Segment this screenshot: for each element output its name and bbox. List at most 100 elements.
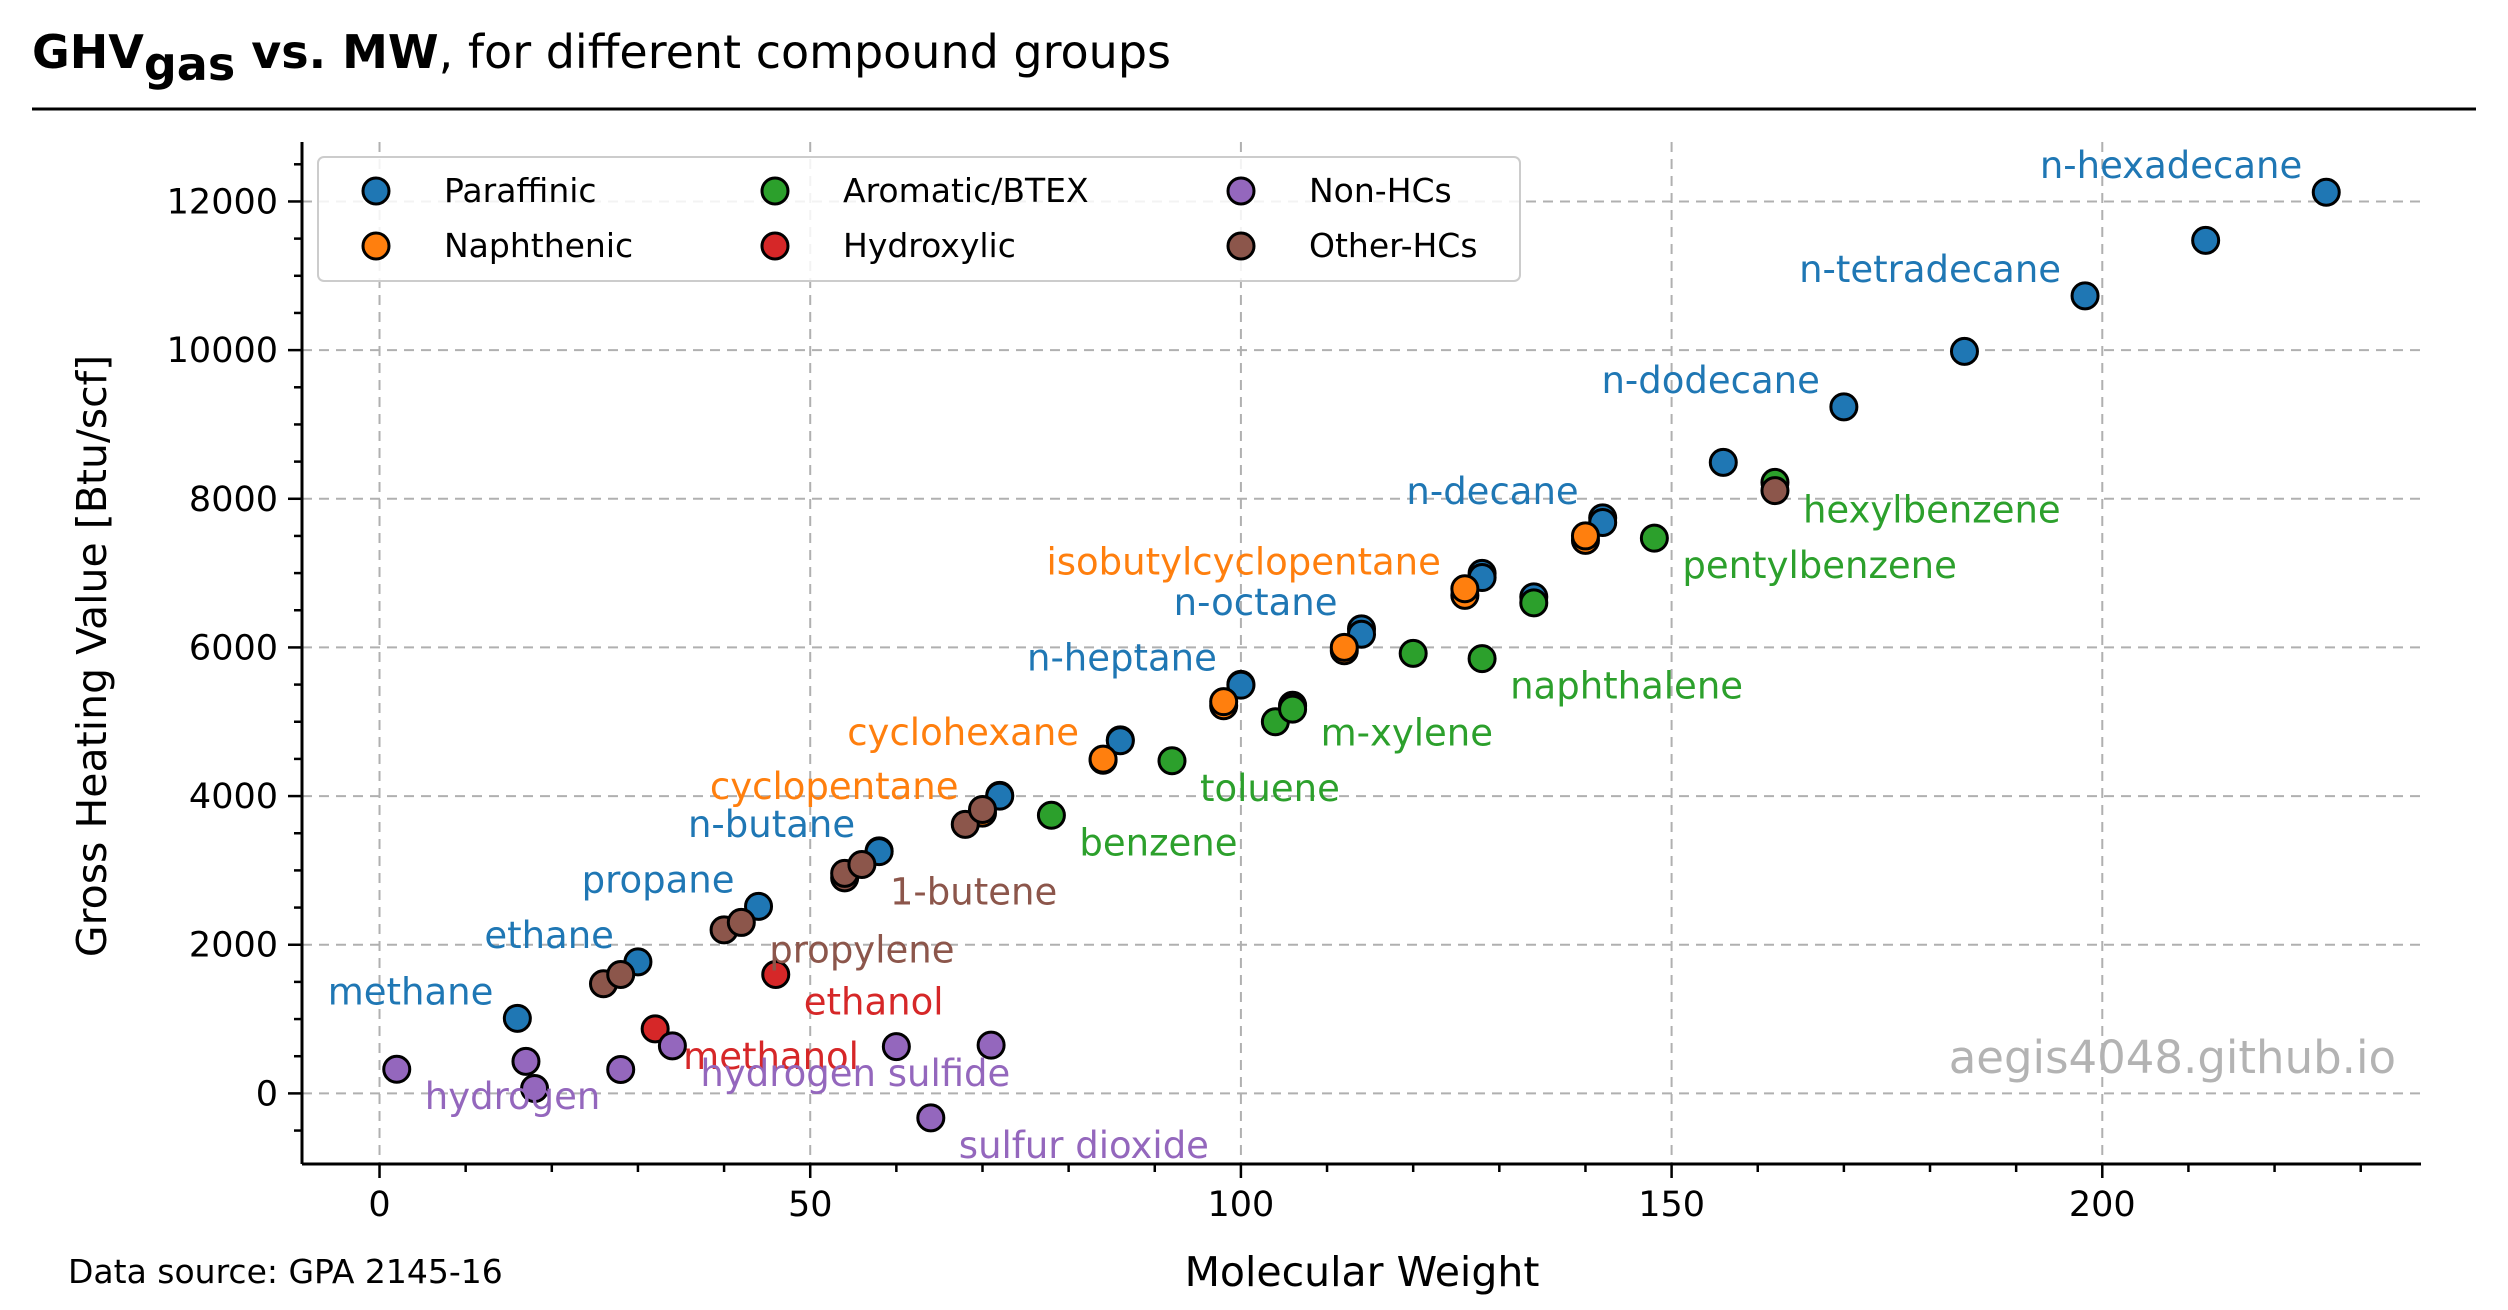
label-ethanol: ethanol [804,980,944,1023]
point-paraffinic [1829,392,1859,422]
x-tick-label: 100 [1208,1185,1275,1225]
title-vs-mw: vs. MW [235,25,438,79]
y-tick-label: 8000 [189,480,278,520]
y-axis-label: Gross Heating Value [Btu/scf] [68,355,116,957]
point-other-hcs [726,907,756,937]
y-tick-label: 2000 [189,926,278,966]
legend-frame [317,156,1521,282]
label-hydrogen: hydrogen [425,1075,601,1118]
legend-label-non-hcs: Non-HCs [1309,171,1452,210]
legend-label-other-hcs: Other-HCs [1309,226,1478,265]
point-paraffinic [1226,670,1256,700]
label-cyclopentane: cyclopentane [710,765,959,808]
point-paraffinic [1105,726,1135,756]
point-aromatic-btex [1036,800,1066,830]
point-non-hcs [520,1074,550,1104]
data-source-note: Data source: GPA 2145-16 [68,1252,503,1291]
point-paraffinic [2070,281,2100,311]
point-paraffinic [1949,336,1979,366]
legend-marker-aromatic-btex [760,176,790,206]
point-non-hcs [976,1030,1006,1060]
watermark: aegis4048.github.io [1949,1031,2396,1084]
legend-marker-other-hcs [1226,231,1256,261]
label-1-butene: 1-butene [890,870,1057,913]
legend-label-aromatic-btex: Aromatic/BTEX [843,171,1089,210]
label-hexylbenzene: hexylbenzene [1803,488,2061,531]
x-tick-label: 150 [1638,1185,1705,1225]
y-tick-label: 12000 [167,182,278,222]
point-aromatic-btex [1278,694,1308,724]
point-aromatic-btex [1519,588,1549,618]
legend-label-hydroxylic: Hydroxylic [843,226,1016,265]
point-other-hcs [847,849,877,879]
y-tick-label: 4000 [189,777,278,817]
label-methanol: methanol [683,1035,859,1078]
point-hydroxylic [640,1014,670,1044]
x-tick-label: 0 [368,1185,390,1225]
label-isobutylcyclopentane: isobutylcyclopentane [1046,541,1440,584]
title-ghv: GHV [32,25,144,79]
label-naphthalene: naphthalene [1510,665,1743,708]
label-propane: propane [582,858,735,901]
x-axis-ticks: 0 50 100 150 200 [368,1164,2362,1225]
label-n-dodecane: n-dodecane [1601,359,1819,402]
legend: Paraffinic Naphthenic Aromatic/BTEX Hydroxy… [317,156,1521,282]
y-tick-label: 0 [256,1074,278,1114]
label-ethane: ethane [484,914,614,957]
legend-marker-non-hcs [1226,176,1256,206]
x-tick-label: 50 [788,1185,833,1225]
y-tick-label: 10000 [167,331,278,371]
point-aromatic-btex [1157,746,1187,776]
point-other-hcs [1760,476,1790,506]
point-other-hcs [606,959,636,989]
point-non-hcs [511,1046,541,1076]
point-non-hcs [881,1032,911,1062]
point-aromatic-btex [1398,638,1428,668]
data-points [382,177,2341,1133]
label-propylene: propylene [769,928,954,971]
legend-label-paraffinic: Paraffinic [444,171,597,210]
x-tick-label: 200 [2069,1185,2136,1225]
label-n-octane: n-octane [1174,581,1338,624]
legend-marker-naphthenic [361,231,391,261]
label-n-hexadecane: n-hexadecane [2040,144,2302,187]
point-aromatic-btex [1467,644,1497,674]
title-rest: , for different compound groups [439,25,1171,79]
point-paraffinic [502,1003,532,1033]
label-sulfur-dioxide: sulfur dioxide [959,1124,1209,1167]
legend-marker-hydroxylic [760,231,790,261]
point-paraffinic [2311,177,2341,207]
point-non-hcs [382,1054,412,1084]
legend-marker-paraffinic [361,176,391,206]
point-hydroxylic [761,959,791,989]
label-benzene: benzene [1079,821,1237,864]
label-toluene: toluene [1200,767,1340,810]
point-aromatic-btex [1639,523,1669,553]
label-pentylbenzene: pentylbenzene [1682,544,1956,587]
point-naphthenic [1209,687,1239,717]
y-axis-ticks: 0 2000 4000 6000 8000 10000 12000 [167,163,302,1132]
chart-title: GHVgas vs. MW, for different compound gr… [32,25,1171,91]
legend-label-naphthenic: Naphthenic [444,226,633,265]
point-non-hcs [606,1055,636,1085]
point-non-hcs [916,1103,946,1133]
title-ghv-subscript: gas [144,37,235,91]
label-hydrogen-sulfide: hydrogen sulfide [700,1052,1010,1095]
point-naphthenic [1570,521,1600,551]
point-other-hcs [967,794,997,824]
point-paraffinic [1708,447,1738,477]
label-n-butane: n-butane [688,803,855,846]
point-labels: n-hexadecane n-tetradecane n-dodecane n-dec… [328,144,2303,1167]
label-m-xylene: m-xylene [1321,711,1493,754]
x-axis-label: Molecular Weight [1185,1248,1540,1296]
point-paraffinic [2191,225,2221,255]
y-tick-label: 6000 [189,628,278,668]
label-n-decane: n-decane [1406,470,1578,513]
point-non-hcs [657,1031,687,1061]
label-cyclohexane: cyclohexane [847,711,1079,754]
point-naphthenic [1088,744,1118,774]
label-methane: methane [328,970,494,1013]
point-naphthenic [1450,574,1480,604]
point-naphthenic [1329,632,1359,662]
